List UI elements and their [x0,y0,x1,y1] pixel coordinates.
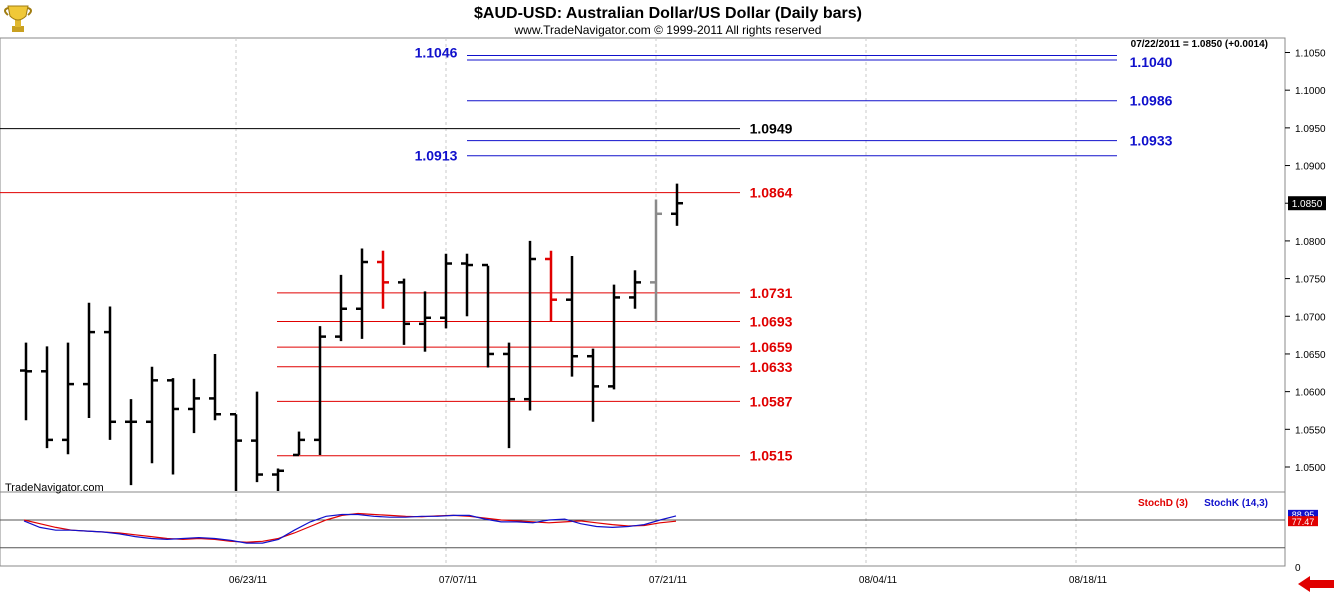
y-tick-label: 1.0750 [1295,275,1326,286]
trophy-icon [4,5,32,32]
left-arrow-icon[interactable] [1298,576,1334,592]
level-label: 1.0864 [750,185,793,201]
current-price-tag [1288,196,1326,211]
ohlc-bar [104,306,116,440]
y-tick-label: 1.1000 [1295,86,1326,97]
y-tick-label: 1.0550 [1295,425,1326,436]
ohlc-bar [272,468,284,491]
y-tick-label: 1.0500 [1295,463,1326,474]
stoch-zero-label: 0 [1295,563,1301,574]
x-tick-label: 06/23/11 [229,575,268,586]
level-label: 1.0659 [750,339,793,355]
ohlc-bar [209,353,221,421]
ohlc-bar [503,342,515,449]
ohlc-bar [83,302,95,419]
ohlc-bar [440,253,452,329]
stoch-k-legend: StochK (14,3) [1204,498,1268,509]
level-label: 1.0933 [1130,133,1173,149]
y-tick-label: 1.0700 [1295,312,1326,323]
ohlc-bar [629,270,641,309]
copyright: www.TradeNavigator.com © 1999-2011 All r… [514,23,822,37]
ohlc-bar [587,348,599,422]
ohlc-bar [314,326,326,455]
ohlc-bar [524,240,536,411]
level-label: 1.0633 [750,359,793,375]
ohlc-bar [650,199,662,322]
level-label: 1.0515 [750,448,793,464]
level-label: 1.0913 [415,148,458,164]
level-label: 1.0986 [1130,93,1173,109]
current-price-label: 1.0850 [1292,199,1323,210]
level-label: 1.0693 [750,314,793,330]
ohlc-bar [251,391,263,483]
ohlc-bar [545,250,557,322]
ohlc-bar [461,253,473,317]
x-tick-label: 07/07/11 [439,575,478,586]
stoch-k-tag [1288,509,1318,519]
stoch-d-legend: StochD (3) [1138,498,1188,509]
price-axis [1285,38,1336,566]
ohlc-bar [293,431,305,457]
x-tick-label: 08/18/11 [1069,575,1108,586]
ohlc-bar [20,342,32,421]
ohlc-bar [356,248,368,339]
stoch-d-tag [1288,516,1318,527]
ohlc-bar [671,183,683,226]
ohlc-bar [146,366,158,464]
ohlc-bars [20,183,683,491]
support-resistance-levels: 1.1046 1.1040 1.0986 1.0949 1.0933 1.0913 1.08… [0,45,1173,464]
watermark: TradeNavigator.com [5,482,104,494]
level-label: 1.0949 [750,121,793,137]
y-tick-label: 1.0950 [1295,124,1326,135]
x-tick-label: 07/21/11 [649,575,688,586]
ohlc-bar [62,342,74,455]
ohlc-bar [419,291,431,352]
chart-title: $AUD-USD: Australian Dollar/US Dollar (D… [474,5,862,22]
level-label: 1.1046 [415,45,458,61]
last-quote: 07/22/2011 = 1.0850 (+0.0014) [1131,39,1268,50]
level-label: 1.0731 [750,285,793,301]
date-axis-ticks: 06/23/11 07/07/11 07/21/11 08/04/11 08/18/11 [229,575,1108,586]
y-tick-label: 1.0650 [1295,350,1326,361]
ohlc-bar [398,278,410,345]
ohlc-bar [125,399,137,486]
x-tick-label: 08/04/11 [859,575,898,586]
ohlc-bar [608,284,620,390]
stoch-k-line [23,513,677,544]
ohlc-bar [482,263,494,368]
ohlc-bar [41,346,53,449]
y-tick-label: 1.0800 [1295,237,1326,248]
stoch-d-value: 77.47 [1292,517,1315,527]
y-tick-label: 1.1050 [1295,49,1326,60]
level-label: 1.0587 [750,393,793,409]
stoch-k-value: 88.95 [1292,510,1315,520]
stoch-panel-frame [0,491,1286,567]
ohlc-bar [335,274,347,342]
ohlc-bar [566,255,578,377]
y-tick-label: 1.0900 [1295,162,1326,173]
y-tick-label: 1.0600 [1295,388,1326,399]
price-axis-ticks: 1.0500 1.0550 1.0600 1.0650 1.0700 1.0750 1.08… [1285,49,1326,474]
ohlc-bar [230,412,242,491]
ohlc-bar [377,250,389,309]
ohlc-bar [167,378,179,475]
level-label: 1.1040 [1130,54,1173,70]
ohlc-bar [188,378,200,434]
